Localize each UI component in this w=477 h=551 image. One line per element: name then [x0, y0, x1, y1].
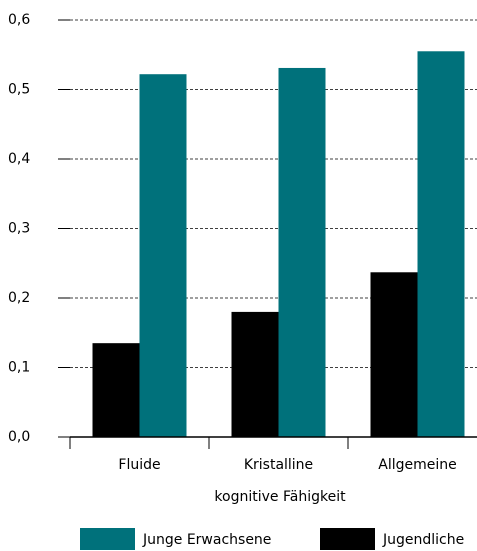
bar: [417, 51, 465, 438]
bar: [231, 311, 279, 437]
legend-swatch: [80, 528, 135, 550]
legend-label: Jugendliche: [382, 532, 464, 548]
bar: [370, 272, 418, 437]
y-tick-label: 0,1: [8, 360, 30, 376]
bar: [92, 343, 140, 437]
x-tick-label: Allgemeine: [378, 457, 456, 473]
legend-label: Junge Erwachsene: [142, 532, 271, 548]
bar: [278, 67, 326, 437]
y-tick-label: 0,5: [8, 82, 30, 98]
y-tick-label: 0,3: [8, 221, 30, 237]
x-axis-label: kognitive Fähigkeit: [214, 489, 346, 505]
y-tick-label: 0,4: [8, 151, 30, 167]
bar: [139, 74, 187, 438]
y-tick-label: 0,2: [8, 290, 30, 306]
legend-swatch: [320, 528, 375, 550]
y-tick-label: 0,6: [8, 12, 30, 28]
x-tick-label: Fluide: [118, 457, 160, 473]
x-tick-label: Kristalline: [244, 457, 313, 473]
y-tick-label: 0,0: [8, 429, 30, 445]
